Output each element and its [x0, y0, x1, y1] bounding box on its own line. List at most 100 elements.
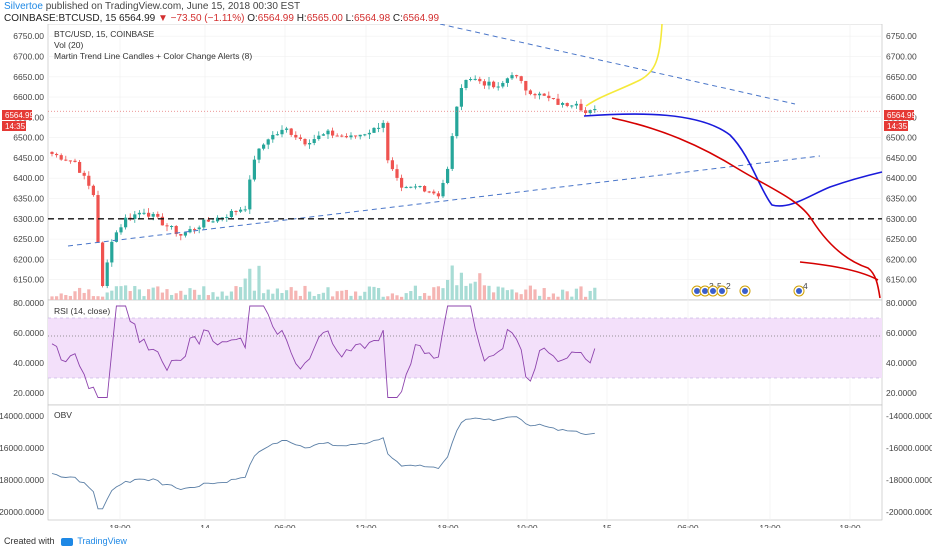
- volume-bar: [519, 294, 523, 300]
- candle-body: [193, 229, 197, 231]
- price-tick-left: 6600.00: [13, 92, 44, 102]
- red-projection-lower: [799, 261, 879, 281]
- candle-body: [395, 169, 399, 178]
- candle-body: [593, 109, 597, 111]
- publish-header: Silvertoe published on TradingView.com, …: [4, 1, 300, 12]
- volume-bar: [216, 296, 220, 300]
- author-link[interactable]: Silvertoe: [4, 1, 43, 12]
- price-tick-left: 6700.00: [13, 51, 44, 61]
- volume-bar: [183, 294, 187, 300]
- ohlc-open: 6564.99: [257, 13, 294, 24]
- volume-bar: [561, 289, 565, 300]
- volume-bar: [418, 296, 422, 300]
- event-flag-inner: [742, 288, 748, 294]
- candle-body: [151, 213, 155, 217]
- volume-bar: [501, 287, 505, 300]
- candle-body: [133, 214, 137, 220]
- candle-body: [183, 232, 187, 236]
- obv-tick-right: -20000.0000: [886, 507, 932, 517]
- volume-bar: [234, 286, 238, 300]
- volume-bar: [179, 290, 183, 300]
- candle-body: [446, 168, 450, 183]
- volume-bar: [395, 295, 399, 300]
- volume-bar: [266, 289, 270, 300]
- volume-bar: [225, 295, 229, 300]
- price-tick-right: 6200.00: [886, 254, 917, 264]
- event-flag-inner: [694, 288, 700, 294]
- volume-bar: [551, 293, 555, 300]
- event-flag-inner: [796, 288, 802, 294]
- volume-bar: [78, 287, 82, 300]
- volume-bar: [427, 295, 431, 300]
- candle-body: [137, 212, 141, 215]
- volume-bar: [289, 287, 293, 300]
- time-tag-right-text: 14:35: [887, 122, 908, 131]
- footer-brand[interactable]: TradingView: [77, 536, 127, 546]
- publish-info: published on TradingView.com, June 15, 2…: [45, 1, 301, 12]
- volume-bar: [496, 286, 500, 300]
- volume-bar: [239, 287, 243, 300]
- chart-canvas[interactable]: 18:00 14 06:00 12:00 18:00 10:00 15 06:00 12:00 1…: [0, 24, 932, 528]
- x-tick-label: 15: [602, 523, 612, 528]
- volume-bar: [436, 286, 440, 300]
- yellow-projection: [585, 24, 663, 107]
- candle-body: [243, 209, 247, 211]
- candle-body: [202, 219, 206, 228]
- volume-bar: [114, 286, 118, 300]
- obv-series: [51, 416, 595, 510]
- volume-bar: [487, 285, 491, 300]
- event-flag-inner: [710, 288, 716, 294]
- event-icons[interactable]: 3524: [691, 281, 808, 297]
- candle-body: [321, 134, 325, 136]
- price-tick-left: 6150.00: [13, 275, 44, 285]
- candle-body: [551, 98, 555, 100]
- candle-body: [432, 191, 436, 194]
- candle-body: [170, 226, 174, 228]
- volume-bar: [55, 296, 59, 300]
- price-tick-left: 6750.00: [13, 31, 44, 41]
- legend-symbol: BTC/USD, 15, COINBASE: [54, 29, 154, 39]
- volume-bar: [354, 291, 358, 300]
- volume-bar: [303, 285, 307, 300]
- candle-body: [59, 155, 63, 160]
- legend-vol: Vol (20): [54, 40, 83, 50]
- volume-bar: [450, 265, 454, 300]
- candle-body: [418, 185, 422, 187]
- candle-body: [533, 94, 537, 96]
- volume-bar: [252, 290, 256, 300]
- candle-body: [436, 193, 440, 197]
- candle-body: [225, 217, 229, 219]
- volume-bar: [165, 289, 169, 300]
- volume-bar: [377, 287, 381, 300]
- x-tick-label: 10:00: [516, 523, 538, 528]
- legend-indicator: Martin Trend Line Candles + Color Change…: [54, 51, 252, 61]
- volume-bar: [372, 286, 376, 300]
- obv-tick-left: -18000.0000: [0, 475, 44, 485]
- candle-body: [561, 103, 565, 105]
- candle-body: [363, 134, 367, 136]
- candle-body: [68, 160, 72, 162]
- rsi-tick-right: 60.0000: [886, 328, 917, 338]
- event-flag-inner: [719, 288, 725, 294]
- price-tick-left: 6450.00: [13, 153, 44, 163]
- volume-bar: [271, 293, 275, 300]
- price-tick-right: 6400.00: [886, 173, 917, 183]
- volume-bar: [128, 291, 132, 300]
- ohlc-low: 6564.98: [353, 13, 391, 24]
- candle-body: [335, 135, 339, 137]
- candle-body: [234, 210, 238, 212]
- candle-body: [147, 212, 151, 217]
- price-tick-left: 6500.00: [13, 133, 44, 143]
- rsi-tick-left: 40.0000: [13, 358, 44, 368]
- obv-tick-left: -16000.0000: [0, 443, 44, 453]
- ohlc-close: 6564.99: [402, 13, 440, 24]
- volume-bar: [248, 268, 252, 300]
- candle-body: [312, 139, 316, 144]
- candle-body: [441, 182, 445, 197]
- candle-body: [349, 135, 353, 138]
- candle-body: [464, 79, 468, 89]
- volume-bar: [492, 292, 496, 300]
- candle-body: [469, 79, 473, 81]
- candle-body: [588, 110, 592, 114]
- candle-body: [206, 219, 210, 222]
